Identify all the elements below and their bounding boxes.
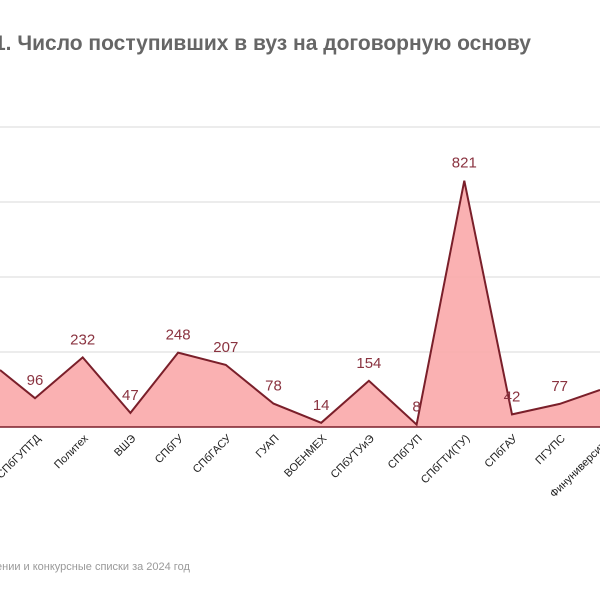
area-fill [0, 180, 600, 427]
data-label: 77 [551, 378, 568, 395]
x-tick-label: ВОЕНМЕХ [282, 432, 330, 480]
x-tick-label: СПбУТУиЭ [329, 433, 377, 481]
chart-title: 1. Число поступивших в вуз на договорную… [0, 32, 531, 55]
x-tick-label: ВШЭ [112, 433, 138, 459]
data-label: 42 [504, 388, 521, 405]
data-label: 96 [27, 372, 44, 389]
x-tick-label: Политех [52, 432, 91, 471]
data-label: 154 [356, 355, 381, 372]
x-tick-label: СПбГУПТД [0, 432, 44, 481]
data-label: 8 [412, 399, 420, 416]
data-label: 821 [452, 155, 477, 172]
data-label: 47 [122, 387, 139, 404]
x-tick-label: ПГУПС [533, 433, 567, 467]
x-tick-label: СПбГАУ [482, 432, 520, 470]
series-line [0, 180, 600, 427]
x-tick-label: ГУАП [254, 433, 282, 461]
x-tick-label: СПбГУ [153, 432, 187, 466]
x-tick-label: СПбГУП [386, 433, 425, 472]
x-tick-label: СПбГАСУ [191, 432, 235, 476]
data-label: 78 [265, 378, 282, 395]
x-tick-label: СПбГТИ(ТУ) [419, 433, 473, 487]
data-label: 14 [313, 397, 330, 414]
source-note: ении и конкурсные списки за 2024 год [0, 561, 190, 573]
data-label: 207 [213, 339, 238, 356]
data-label: 232 [70, 331, 95, 348]
data-label: 248 [166, 327, 191, 344]
